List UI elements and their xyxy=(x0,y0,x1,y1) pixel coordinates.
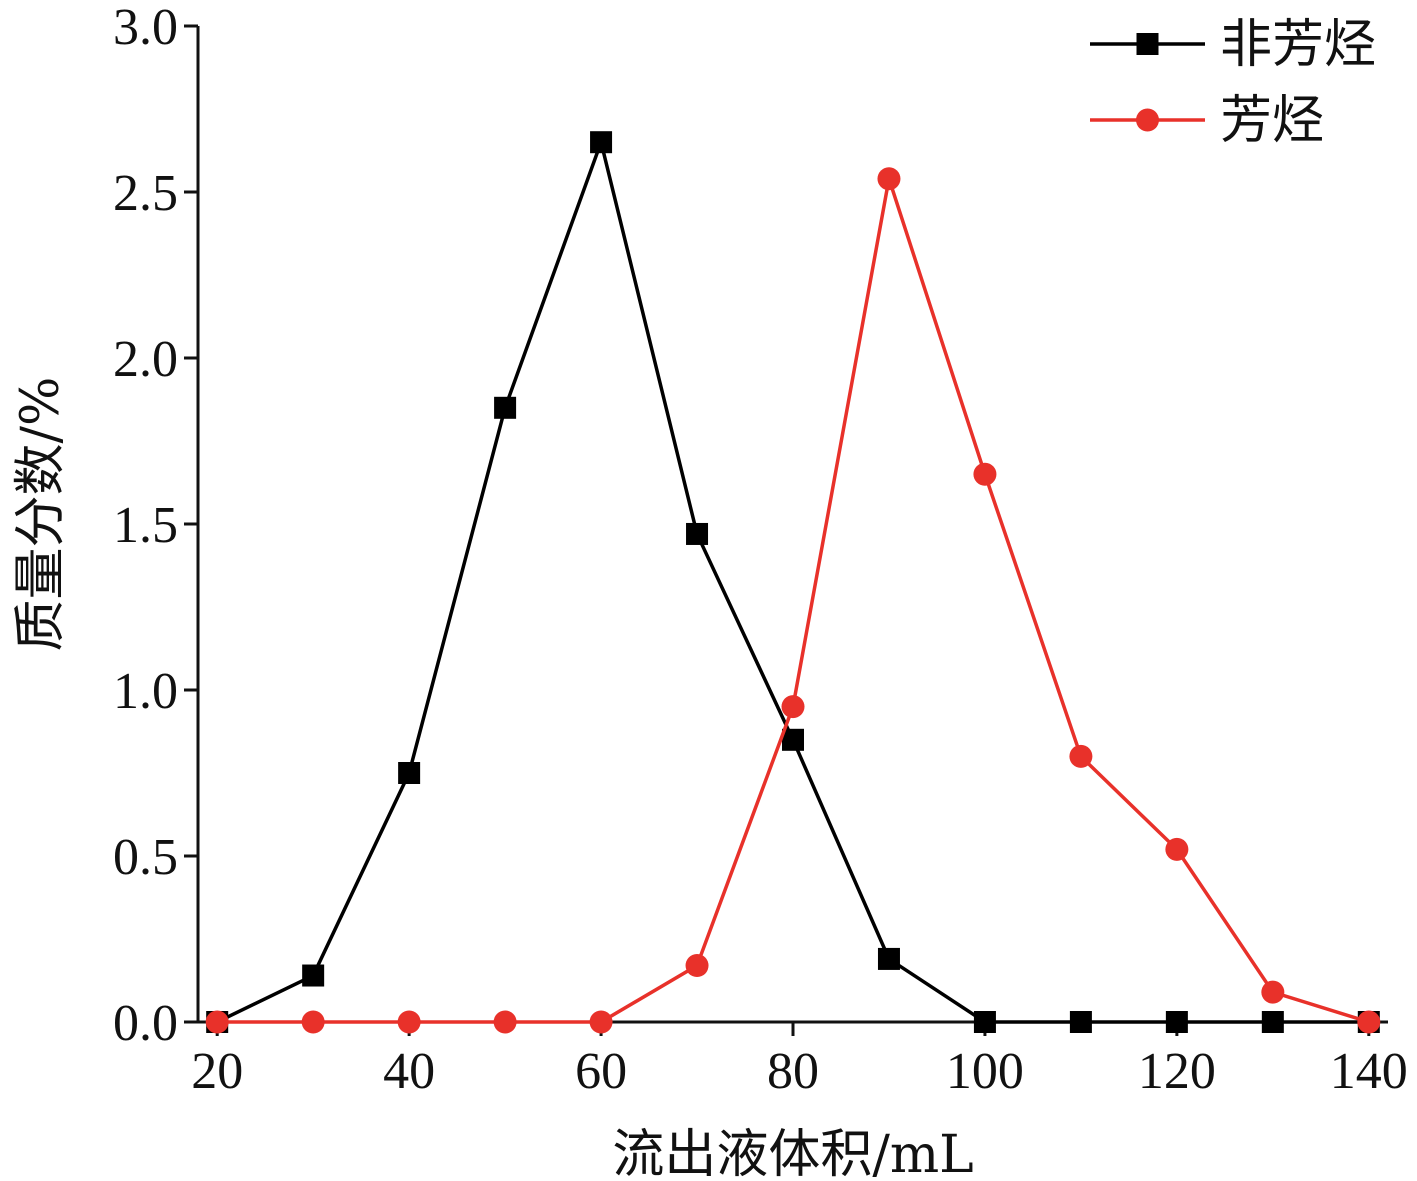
x-tick-label: 140 xyxy=(1330,1043,1408,1100)
legend-item-2: 芳烃 xyxy=(1090,91,1324,151)
y-tick-label: 3.0 xyxy=(113,0,178,56)
series-line xyxy=(216,136,1369,1024)
y-axis-title: 质量分数/% xyxy=(11,377,71,652)
data-point xyxy=(973,1011,996,1033)
data-point xyxy=(589,1010,613,1034)
legend-marker xyxy=(1136,33,1159,55)
legend-marker xyxy=(1136,108,1159,132)
x-tick-label: 120 xyxy=(1138,1043,1216,1100)
data-point xyxy=(973,462,997,486)
series-2 xyxy=(205,167,1381,1034)
x-tick-label: 80 xyxy=(767,1043,819,1100)
y-tick-label: 0.5 xyxy=(113,829,178,886)
data-point xyxy=(1357,1010,1381,1034)
data-point xyxy=(397,1010,421,1034)
x-tick-label: 60 xyxy=(575,1043,627,1100)
series-layer xyxy=(205,131,1381,1034)
series-1 xyxy=(206,131,1380,1033)
data-point xyxy=(493,1010,517,1034)
data-point xyxy=(1261,980,1285,1004)
data-point xyxy=(686,522,709,545)
axes: 0.0 0.5 1.0 1.5 2.0 2.5 3.0 20 40 60 80 100 120 140 xyxy=(113,0,1408,1100)
data-point xyxy=(877,947,900,970)
data-point xyxy=(1069,744,1093,768)
y-tick-label: 1.0 xyxy=(113,663,178,720)
x-axis-title: 流出液体积/mL xyxy=(612,1125,973,1181)
data-point xyxy=(1069,1011,1092,1033)
data-point xyxy=(782,728,804,751)
legend-label: 非芳烃 xyxy=(1220,15,1376,75)
y-tick-label: 2.0 xyxy=(113,331,178,388)
data-point xyxy=(205,1010,229,1034)
data-point xyxy=(1165,837,1189,861)
data-point xyxy=(877,167,901,191)
x-tick-label: 40 xyxy=(383,1043,435,1100)
data-point xyxy=(302,964,325,987)
data-point xyxy=(1261,1011,1284,1033)
x-tick-label: 20 xyxy=(191,1043,243,1100)
data-point xyxy=(494,396,517,419)
y-tick-label: 2.5 xyxy=(113,165,178,222)
data-point xyxy=(301,1010,325,1034)
series-line xyxy=(217,178,1370,1024)
legend-label: 芳烃 xyxy=(1220,91,1324,151)
data-point xyxy=(398,762,421,784)
legend-item-1: 非芳烃 xyxy=(1090,15,1376,75)
y-tick-label: 1.5 xyxy=(113,497,178,554)
data-point xyxy=(781,695,805,719)
y-tick-label: 0.0 xyxy=(113,995,178,1052)
data-point xyxy=(685,954,709,978)
data-point xyxy=(590,131,613,154)
data-point xyxy=(1165,1011,1188,1033)
x-tick-label: 100 xyxy=(946,1043,1024,1100)
